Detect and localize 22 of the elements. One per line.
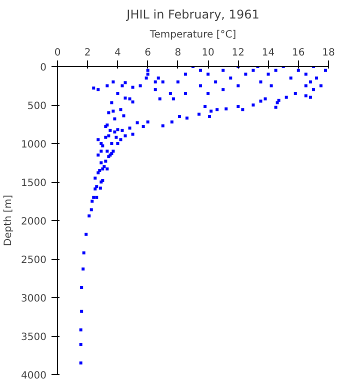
y-tick-label: 1000 xyxy=(21,140,47,150)
y-tick-label: 3500 xyxy=(21,332,47,343)
x-tick-label: 2 xyxy=(84,48,91,58)
x-tick-label: 6 xyxy=(144,48,152,58)
x-tick-label: 4 xyxy=(114,48,121,58)
y-tick-label: 1500 xyxy=(21,178,47,189)
x-tick-label: 10 xyxy=(202,48,214,58)
y-tick-label: 2000 xyxy=(21,216,47,228)
x-tick-label: 18 xyxy=(322,48,335,58)
y-axis-title: Depth [m] xyxy=(3,194,14,246)
y-tick-label: 4000 xyxy=(21,370,47,382)
x-tick-label: 8 xyxy=(174,48,182,58)
x-tick-label: 14 xyxy=(262,48,275,58)
y-tick-label: 500 xyxy=(27,101,47,112)
chart-title: JHIL in February, 1961 xyxy=(126,8,260,22)
x-tick-label: 12 xyxy=(232,48,245,58)
y-tick-label: 0 xyxy=(40,62,47,74)
y-tick-label: 2500 xyxy=(21,255,47,266)
x-tick-label: 0 xyxy=(54,48,61,58)
x-tick-label: 16 xyxy=(292,48,305,58)
x-axis-title: Temperature [°C] xyxy=(148,30,236,40)
y-tick-label: 3000 xyxy=(21,294,47,304)
